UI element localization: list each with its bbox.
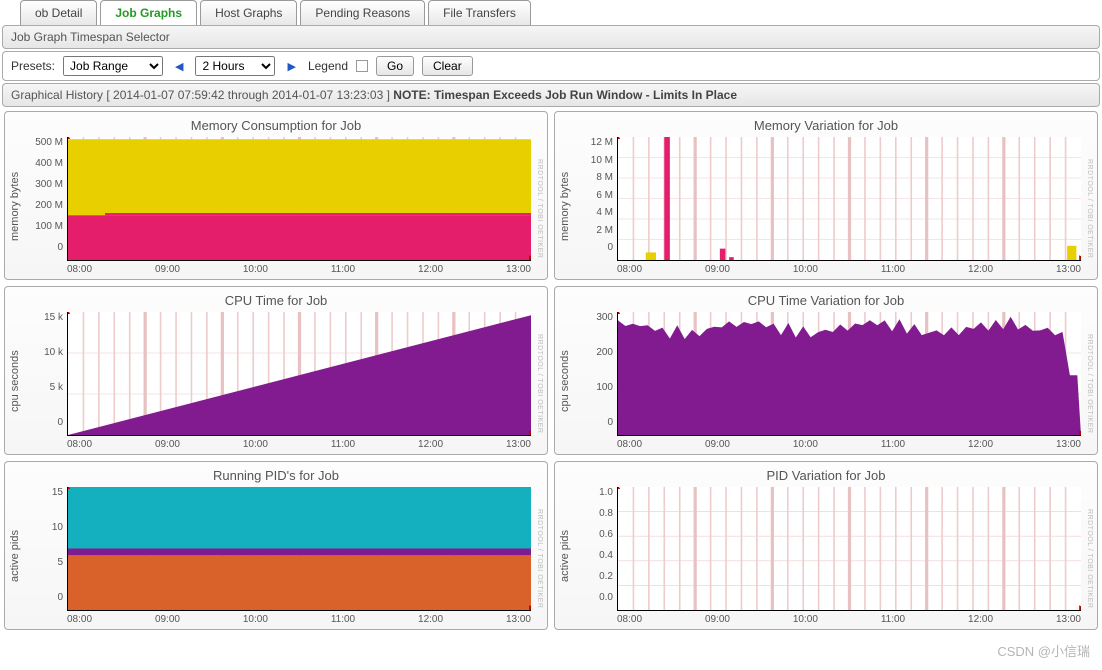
history-label: Graphical History [11,88,103,102]
charts-grid: Memory Consumption for Job memory bytes … [0,111,1102,638]
history-range: [ 2014-01-07 07:59:42 through 2014-01-07… [106,88,390,102]
y-axis-ticks: 15 k10 k5 k0 [27,312,67,428]
y-axis-ticks: 12 M10 M8 M6 M4 M2 M0 [577,137,617,253]
chart-title: PID Variation for Job [559,466,1093,487]
y-axis-label: memory bytes [559,137,577,275]
presets-label: Presets: [11,59,55,73]
range-select[interactable]: Job Range [63,56,163,76]
legend-label: Legend [308,59,348,73]
tab-pending-reasons[interactable]: Pending Reasons [300,0,425,25]
plot-area: ▲▶ [617,312,1081,436]
clear-button[interactable]: Clear [422,56,473,76]
y-axis-label: active pids [559,487,577,625]
rrdtool-label: RRDTOOL / TOBI OETIKER [1081,487,1093,625]
chart-title: Memory Variation for Job [559,116,1093,137]
timespan-selector-bar: Job Graph Timespan Selector [2,25,1100,49]
x-axis-ticks: 08:0009:0010:0011:0012:0013:00 [67,436,531,450]
time-select[interactable]: 2 Hours [195,56,275,76]
x-axis-ticks: 08:0009:0010:0011:0012:0013:00 [67,261,531,275]
chart-title: Running PID's for Job [9,466,543,487]
chart-cpu-time-variation: CPU Time Variation for Job cpu seconds 3… [554,286,1098,455]
x-axis-ticks: 08:0009:0010:0011:0012:0013:00 [67,611,531,625]
y-axis-label: active pids [9,487,27,625]
plot-area: ▲▶ [67,487,531,611]
plot-area: ▲▶ [617,137,1081,261]
legend-checkbox[interactable] [356,60,368,72]
chart-title: CPU Time for Job [9,291,543,312]
history-bar: Graphical History [ 2014-01-07 07:59:42 … [2,83,1100,107]
y-axis-label: cpu seconds [9,312,27,450]
chart-title: Memory Consumption for Job [9,116,543,137]
watermark: CSDN @小信瑞 [997,641,1090,660]
rrdtool-label: RRDTOOL / TOBI OETIKER [531,487,543,625]
y-axis-label: cpu seconds [559,312,577,450]
y-axis-ticks: 151050 [27,487,67,603]
rrdtool-label: RRDTOOL / TOBI OETIKER [531,137,543,275]
next-arrow-icon[interactable]: ▶ [283,60,299,73]
y-axis-ticks: 3002001000 [577,312,617,428]
tab-job-graphs[interactable]: Job Graphs [100,0,197,25]
presets-bar: Presets: Job Range ◀ 2 Hours ▶ Legend Go… [2,51,1100,81]
y-axis-label: memory bytes [9,137,27,275]
chart-mem-variation: Memory Variation for Job memory bytes 12… [554,111,1098,280]
y-axis-ticks: 1.00.80.60.40.20.0 [577,487,617,603]
chart-pid-variation: PID Variation for Job active pids 1.00.8… [554,461,1098,630]
tab-ob-detail[interactable]: ob Detail [20,0,97,25]
prev-arrow-icon[interactable]: ◀ [171,60,187,73]
rrdtool-label: RRDTOOL / TOBI OETIKER [1081,137,1093,275]
chart-cpu-time: CPU Time for Job cpu seconds 15 k10 k5 k… [4,286,548,455]
y-axis-ticks: 500 M400 M300 M200 M100 M0 [27,137,67,253]
go-button[interactable]: Go [376,56,414,76]
tabs-bar: ob DetailJob GraphsHost GraphsPending Re… [0,0,1102,25]
rrdtool-label: RRDTOOL / TOBI OETIKER [531,312,543,450]
x-axis-ticks: 08:0009:0010:0011:0012:0013:00 [617,436,1081,450]
x-axis-ticks: 08:0009:0010:0011:0012:0013:00 [617,611,1081,625]
plot-area: ▲▶ [617,487,1081,611]
x-axis-ticks: 08:0009:0010:0011:0012:0013:00 [617,261,1081,275]
tab-file-transfers[interactable]: File Transfers [428,0,531,25]
chart-mem-consumption: Memory Consumption for Job memory bytes … [4,111,548,280]
plot-area: ▲▶ [67,312,531,436]
tab-host-graphs[interactable]: Host Graphs [200,0,297,25]
plot-area: ▲▶ [67,137,531,261]
chart-title: CPU Time Variation for Job [559,291,1093,312]
chart-running-pids: Running PID's for Job active pids 151050… [4,461,548,630]
history-note: NOTE: Timespan Exceeds Job Run Window - … [393,88,737,102]
rrdtool-label: RRDTOOL / TOBI OETIKER [1081,312,1093,450]
